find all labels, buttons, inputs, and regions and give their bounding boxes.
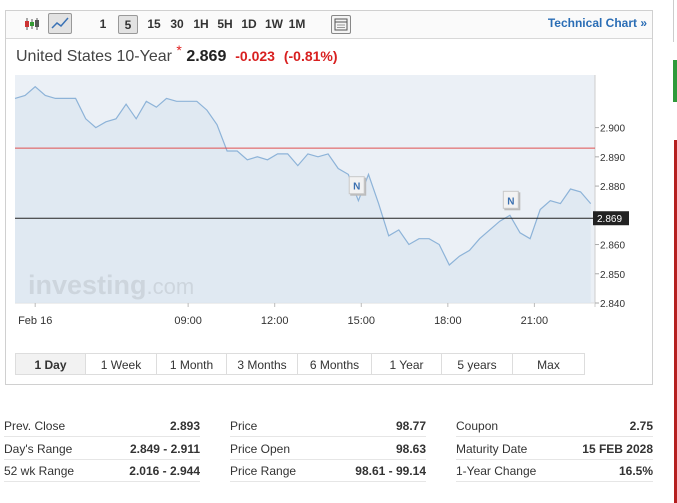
- line-icon: [51, 17, 69, 29]
- stat-row: Price Range 98.61 - 99.14: [230, 460, 426, 482]
- area-fill: [15, 86, 591, 303]
- y-tick-label: 2.880: [600, 182, 625, 193]
- range-button[interactable]: 3 Months: [227, 353, 298, 375]
- change-percent: (-0.81%): [283, 48, 338, 64]
- y-tick-label: 2.850: [600, 270, 625, 281]
- x-tick-label: 21:00: [521, 315, 549, 327]
- stat-value: 2.75: [629, 419, 653, 433]
- stat-value: 16.5%: [618, 464, 653, 478]
- news-marker: [348, 176, 365, 195]
- interval-button[interactable]: 5: [118, 15, 138, 34]
- line-chart-button[interactable]: [48, 13, 72, 34]
- instrument-name: United States 10-Year: [16, 48, 172, 65]
- range-button[interactable]: 5 years: [442, 353, 513, 375]
- stat-label: 52 wk Range: [4, 464, 75, 478]
- interval-button[interactable]: 1H: [193, 17, 209, 31]
- stat-row: Coupon 2.75: [456, 415, 653, 437]
- range-button[interactable]: Max: [513, 353, 585, 375]
- stat-value: 98.77: [395, 419, 426, 433]
- interval-button[interactable]: 30: [170, 17, 184, 31]
- stat-row: Prev. Close 2.893: [4, 415, 200, 437]
- stat-label: Maturity Date: [456, 442, 528, 456]
- stat-label: Price Open: [230, 442, 291, 456]
- stat-value: 98.61 - 99.14: [355, 464, 426, 478]
- x-tick-label: 12:00: [261, 315, 289, 327]
- table-icon[interactable]: [331, 15, 351, 34]
- table-icon-graphic: [334, 18, 348, 31]
- side-bar: [674, 140, 677, 503]
- interval-button[interactable]: 1: [99, 17, 107, 31]
- stat-label: Price: [230, 419, 258, 433]
- stat-label: Day's Range: [4, 442, 73, 456]
- y-tick-label: 2.860: [600, 241, 625, 252]
- technical-chart-link[interactable]: Technical Chart »: [547, 16, 647, 30]
- y-tick-label: 2.900: [600, 124, 625, 135]
- interval-button[interactable]: 1M: [288, 17, 306, 31]
- y-tick-label: 2.840: [600, 299, 625, 310]
- stat-value: 2.016 - 2.944: [129, 464, 200, 478]
- side-edge: [673, 0, 677, 42]
- stat-row: Price Open 98.63: [230, 438, 426, 460]
- y-tick-label: 2.890: [600, 153, 625, 164]
- side-badge: [673, 60, 677, 102]
- stat-value: 2.893: [169, 419, 200, 433]
- stat-value: 98.63: [395, 442, 426, 456]
- instrument-header: United States 10-Year * 2.869 -0.023 (-0…: [16, 42, 338, 66]
- x-tick-label: 15:00: [348, 315, 376, 327]
- stat-label: 1-Year Change: [456, 464, 537, 478]
- interval-button[interactable]: 15: [147, 17, 161, 31]
- price-line: [14, 85, 592, 266]
- news-marker-label: N: [507, 196, 514, 207]
- x-tick-label: 09:00: [174, 315, 202, 327]
- stat-label: Coupon: [456, 419, 499, 433]
- chart-widget: [5, 10, 653, 385]
- interval-button[interactable]: 1W: [265, 17, 283, 31]
- stat-value: 2.849 - 2.911: [129, 442, 200, 456]
- price-tag-label: 2.869: [597, 214, 622, 225]
- range-button[interactable]: 1 Month: [157, 353, 227, 375]
- stat-label: Price Range: [230, 464, 297, 478]
- x-tick-label: 18:00: [434, 315, 462, 327]
- change: -0.023: [235, 48, 275, 64]
- stat-label: Prev. Close: [4, 419, 66, 433]
- x-tick-label: Feb 16: [18, 315, 52, 327]
- news-marker-label: N: [353, 182, 360, 193]
- stat-row: 1-Year Change 16.5%: [456, 460, 653, 482]
- stat-row: Price 98.77: [230, 415, 426, 437]
- range-button[interactable]: 1 Day: [15, 353, 86, 375]
- stat-row: 52 wk Range 2.016 - 2.944: [4, 460, 200, 482]
- range-button[interactable]: 6 Months: [298, 353, 372, 375]
- toolbar: 1 5 15 30 1H 5H 1D 1W 1M: [6, 11, 652, 39]
- stat-row: Maturity Date 15 FEB 2028: [456, 438, 653, 460]
- news-marker: [502, 190, 519, 209]
- candle-icon[interactable]: [24, 17, 40, 31]
- stat-row: Day's Range 2.849 - 2.911: [4, 438, 200, 460]
- range-button[interactable]: 1 Week: [86, 353, 157, 375]
- stat-value: 15 FEB 2028: [582, 442, 653, 456]
- asterisk: *: [176, 42, 182, 58]
- interval-button[interactable]: 5H: [217, 17, 233, 31]
- interval-button[interactable]: 1D: [241, 17, 257, 31]
- range-button[interactable]: 1 Year: [372, 353, 442, 375]
- price: 2.869: [186, 48, 227, 65]
- price-tag: [593, 211, 629, 226]
